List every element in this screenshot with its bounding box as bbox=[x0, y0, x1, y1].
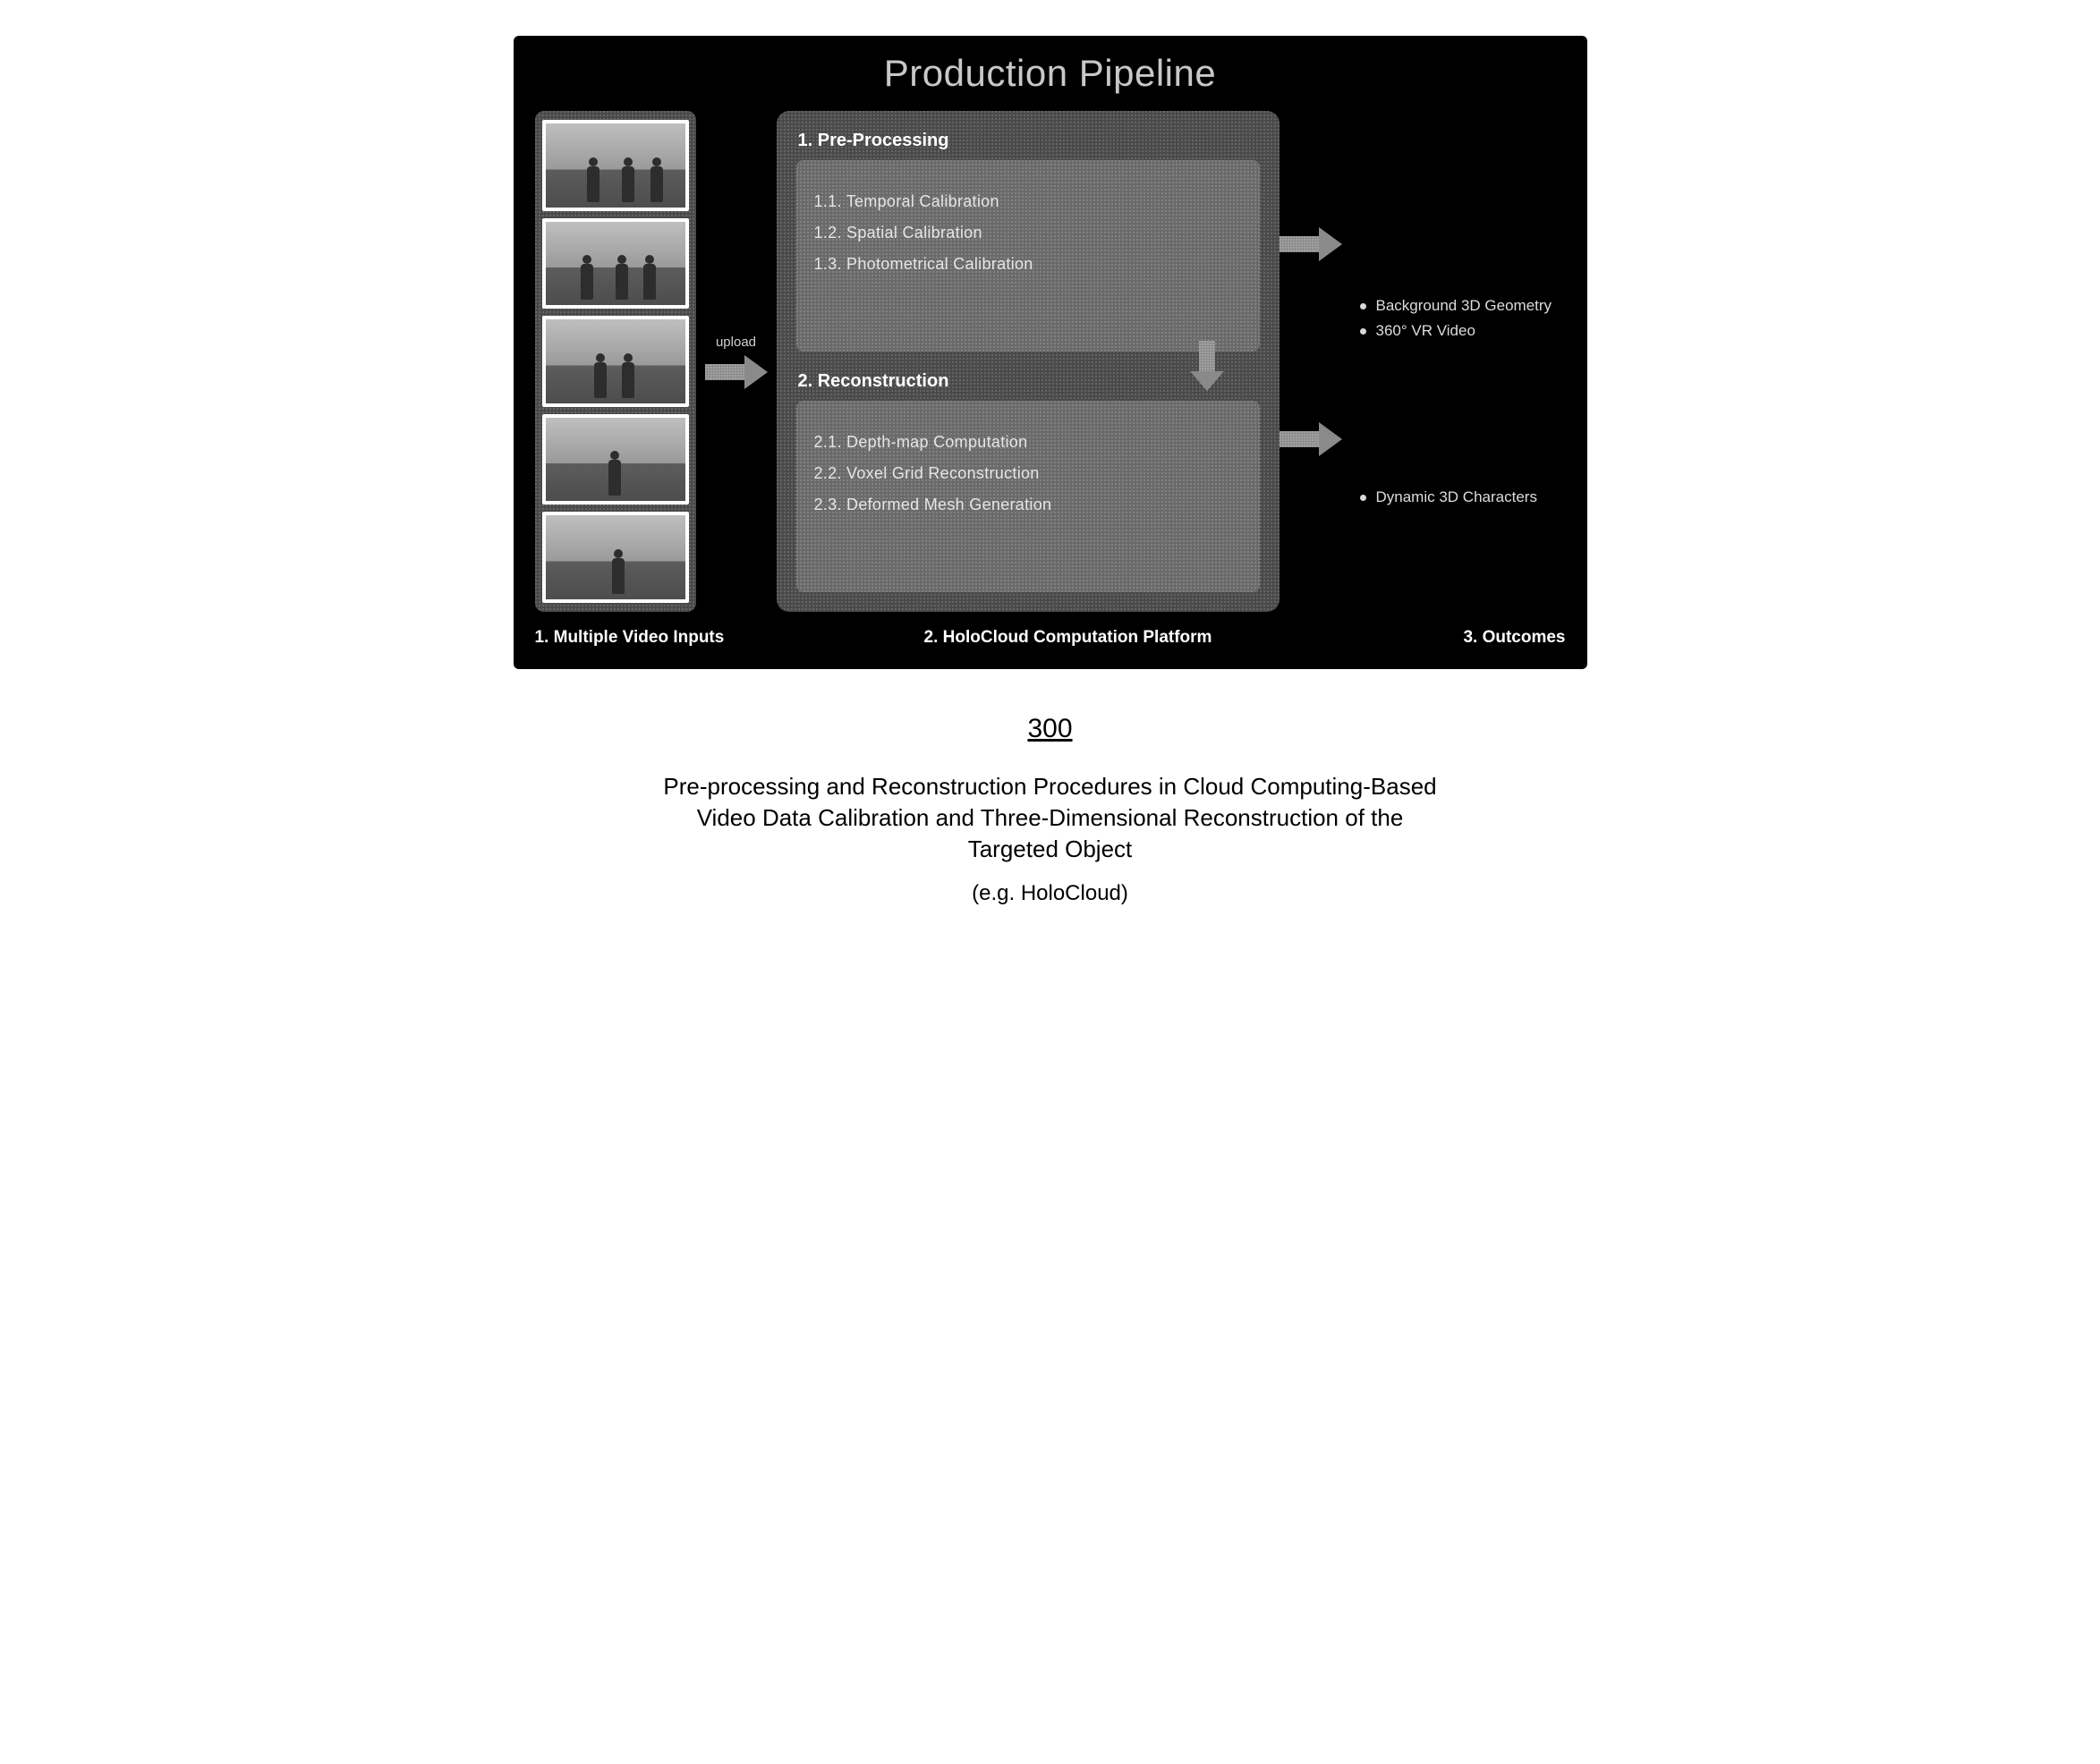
figure-number: 300 bbox=[514, 714, 1587, 744]
outcome-arrow-column bbox=[1280, 111, 1360, 612]
arrow-down-icon bbox=[1190, 341, 1224, 391]
stage-item: 2.2. Voxel Grid Reconstruction bbox=[814, 464, 1242, 483]
figure-container: Production Pipeline bbox=[514, 36, 1587, 906]
stage-item: 1.1. Temporal Calibration bbox=[814, 192, 1242, 211]
column-label: 1. Multiple Video Inputs bbox=[535, 628, 777, 648]
stage-item: 2.3. Deformed Mesh Generation bbox=[814, 496, 1242, 514]
stage-item: 1.3. Photometrical Calibration bbox=[814, 255, 1242, 274]
outcomes-column: Background 3D Geometry 360° VR Video Dyn… bbox=[1360, 111, 1566, 612]
arrow-right-icon bbox=[705, 355, 768, 389]
arrow-right-icon bbox=[1280, 422, 1342, 456]
video-thumbnail bbox=[542, 218, 689, 310]
outcome-group: Dynamic 3D Characters bbox=[1360, 481, 1566, 513]
upload-label: upload bbox=[716, 335, 756, 350]
video-thumbnail bbox=[542, 414, 689, 505]
column-label: 3. Outcomes bbox=[1360, 628, 1566, 648]
video-thumbnail bbox=[542, 512, 689, 603]
figure-caption-sub: (e.g. HoloCloud) bbox=[514, 881, 1587, 906]
pipeline-columns: upload 1. Pre-Processing 1.1. Temporal C… bbox=[535, 111, 1566, 612]
outcome-item: Background 3D Geometry bbox=[1360, 297, 1566, 315]
column-label: 2. HoloCloud Computation Platform bbox=[777, 628, 1360, 648]
panel-title: Production Pipeline bbox=[535, 52, 1566, 95]
stage-title: 1. Pre-Processing bbox=[798, 131, 1260, 151]
outcome-item: Dynamic 3D Characters bbox=[1360, 488, 1566, 506]
outcome-item: 360° VR Video bbox=[1360, 322, 1566, 340]
stage-item: 1.2. Spatial Calibration bbox=[814, 224, 1242, 242]
upload-arrow-column: upload bbox=[696, 111, 777, 612]
figure-caption: Pre-processing and Reconstruction Proced… bbox=[657, 771, 1444, 865]
stage-item: 2.1. Depth-map Computation bbox=[814, 433, 1242, 452]
video-thumbnail bbox=[542, 316, 689, 407]
input-thumbnail-stack bbox=[535, 111, 696, 612]
platform-box: 1. Pre-Processing 1.1. Temporal Calibrat… bbox=[777, 111, 1280, 612]
arrow-right-icon bbox=[1280, 227, 1342, 261]
inputs-column bbox=[535, 111, 696, 612]
video-thumbnail bbox=[542, 120, 689, 211]
column-labels-row: 1. Multiple Video Inputs 2. HoloCloud Co… bbox=[535, 628, 1566, 648]
outcome-group: Background 3D Geometry 360° VR Video bbox=[1360, 290, 1566, 347]
pipeline-panel: Production Pipeline bbox=[514, 36, 1587, 669]
reconstruction-box: 2.1. Depth-map Computation 2.2. Voxel Gr… bbox=[796, 401, 1260, 592]
platform-column: 1. Pre-Processing 1.1. Temporal Calibrat… bbox=[777, 111, 1280, 612]
preprocessing-box: 1.1. Temporal Calibration 1.2. Spatial C… bbox=[796, 160, 1260, 352]
